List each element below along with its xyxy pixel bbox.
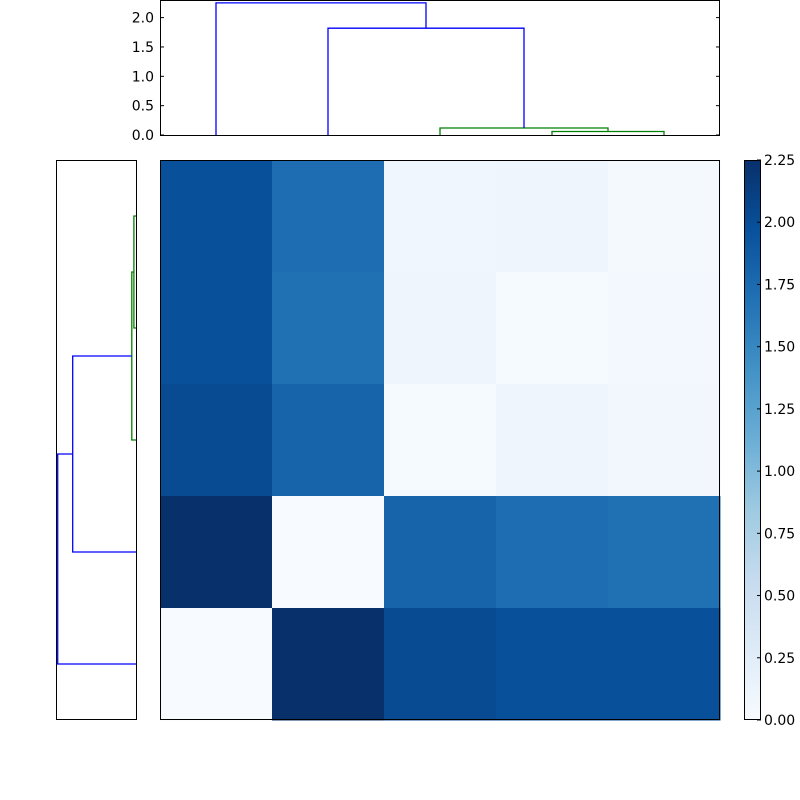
top-y-tick-label: 1.5 xyxy=(132,40,154,56)
colorbar-frame xyxy=(744,160,761,720)
heatmap-cells xyxy=(160,160,721,721)
heatmap-cell xyxy=(496,496,609,609)
colorbar: 0.00 0.25 0.50 0.75 1.00 1.25 1.50 1.75 2.00 2.25 xyxy=(744,153,795,729)
top-y-tick-label: 2.0 xyxy=(132,11,154,27)
heatmap-cell xyxy=(384,384,497,497)
heatmap-cell xyxy=(160,272,273,385)
colorbar-tick-label: 0.50 xyxy=(764,589,795,605)
heatmap-cell xyxy=(608,608,721,721)
colorbar-tick-label: 0.25 xyxy=(764,651,795,667)
top-dendrogram-link xyxy=(327,27,525,135)
top-dendrogram: 0.0 0.5 1.0 1.5 2.0 xyxy=(132,0,720,144)
colorbar-tick-label: 0.00 xyxy=(764,713,795,729)
heatmap-cell xyxy=(160,496,273,609)
top-dendrogram-link xyxy=(551,130,665,135)
heatmap-cell xyxy=(272,496,385,609)
heatmap-cell xyxy=(384,608,497,721)
heatmap-cell xyxy=(272,160,385,273)
heatmap-cell xyxy=(496,272,609,385)
heatmap-cell xyxy=(272,384,385,497)
colorbar-tick-label: 1.25 xyxy=(764,402,795,418)
heatmap-cell xyxy=(496,608,609,721)
colorbar-tick-label: 0.75 xyxy=(764,526,795,542)
heatmap-cell xyxy=(384,272,497,385)
top-dendrogram-y-axis: 0.0 0.5 1.0 1.5 2.0 xyxy=(132,11,720,144)
colorbar-tick-label: 1.50 xyxy=(764,340,795,356)
top-dendrogram-link xyxy=(215,2,427,135)
heatmap-cell xyxy=(160,608,273,721)
heatmap-cell xyxy=(608,160,721,273)
left-dendrogram-link xyxy=(72,355,136,553)
colorbar-tick-label: 1.00 xyxy=(764,464,795,480)
colorbar-tick-label: 1.75 xyxy=(764,277,795,293)
left-dendrogram-link xyxy=(133,215,136,329)
top-y-tick-label: 0.5 xyxy=(132,99,154,115)
left-dendrogram-frame xyxy=(56,160,137,720)
heatmap-cell xyxy=(272,272,385,385)
heatmap-cell xyxy=(608,384,721,497)
heatmap-cell xyxy=(608,496,721,609)
left-dendrogram-links xyxy=(57,215,136,665)
heatmap-cell xyxy=(384,160,497,273)
heatmap-frame xyxy=(160,160,720,720)
heatmap xyxy=(160,160,721,721)
left-dendrogram-link xyxy=(57,453,136,665)
heatmap-cell xyxy=(384,496,497,609)
top-y-tick-label: 0.0 xyxy=(132,128,154,144)
colorbar-gradient xyxy=(744,160,761,720)
colorbar-ticks: 0.00 0.25 0.50 0.75 1.00 1.25 1.50 1.75 2.00 2.25 xyxy=(757,153,795,729)
heatmap-cell xyxy=(160,384,273,497)
colorbar-tick-label: 2.00 xyxy=(764,215,795,231)
heatmap-cell xyxy=(160,160,273,273)
left-dendrogram xyxy=(56,160,137,720)
heatmap-cell xyxy=(496,384,609,497)
top-y-tick-label: 1.0 xyxy=(132,69,154,85)
heatmap-cell xyxy=(496,160,609,273)
top-dendrogram-links xyxy=(215,2,665,135)
top-dendrogram-frame xyxy=(160,0,720,136)
colorbar-tick-label: 2.25 xyxy=(764,153,795,169)
heatmap-cell xyxy=(272,608,385,721)
heatmap-cell xyxy=(608,272,721,385)
